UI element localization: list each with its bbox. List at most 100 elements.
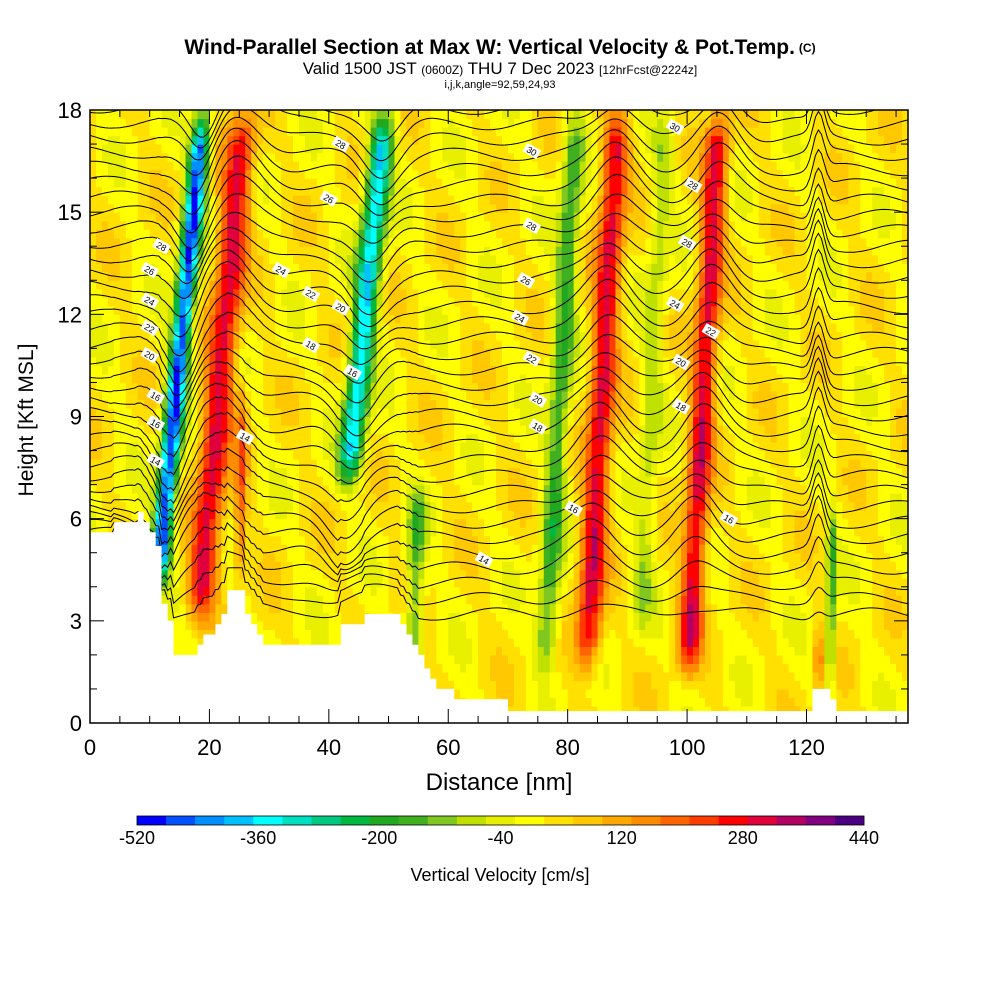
heatmap-cell — [322, 382, 330, 392]
heatmap-cell — [161, 212, 169, 222]
heatmap-cell — [95, 229, 103, 239]
heatmap-cell — [406, 476, 414, 486]
heatmap-cell — [436, 663, 443, 673]
heatmap-cell — [352, 237, 360, 247]
heatmap-cell — [406, 305, 414, 315]
heatmap-cell — [304, 450, 312, 460]
heatmap-cell — [227, 552, 234, 562]
heatmap-cell — [251, 135, 258, 145]
heatmap-cell — [203, 382, 211, 392]
heatmap-cell — [388, 476, 396, 486]
heatmap-cell — [275, 220, 282, 230]
heatmap-cell — [101, 152, 109, 162]
heatmap-cell — [293, 339, 300, 349]
heatmap-cell — [328, 229, 336, 239]
heatmap-cell — [370, 484, 378, 494]
heatmap-cell — [400, 254, 408, 264]
heatmap-cell — [352, 322, 360, 332]
heatmap-cell — [430, 578, 437, 588]
heatmap-cell — [418, 118, 425, 128]
heatmap-cell — [340, 527, 348, 537]
heatmap-cell — [382, 569, 390, 579]
heatmap-cell — [281, 280, 288, 290]
heatmap-cell — [101, 314, 109, 324]
heatmap-cell — [275, 416, 282, 426]
heatmap-cell — [281, 229, 288, 239]
heatmap-cell — [90, 237, 97, 247]
heatmap-cell — [107, 110, 115, 120]
heatmap-cell — [478, 501, 485, 511]
heatmap-cell — [179, 169, 187, 179]
heatmap-cell — [358, 416, 366, 426]
heatmap-cell — [310, 433, 318, 443]
heatmap-cell — [221, 322, 228, 332]
heatmap-cell — [227, 518, 234, 528]
heatmap-cell — [370, 314, 378, 324]
heatmap-cell — [131, 450, 139, 460]
heatmap-cell — [293, 373, 300, 384]
heatmap-cell — [293, 331, 300, 341]
heatmap-cell — [490, 305, 497, 315]
heatmap-cell — [436, 237, 443, 247]
heatmap-cell — [400, 544, 408, 554]
heatmap-cell — [203, 552, 211, 562]
heatmap-cell — [137, 501, 145, 511]
heatmap-cell — [322, 288, 330, 298]
heatmap-cell — [424, 612, 431, 622]
heatmap-cell — [436, 195, 443, 205]
heatmap-cell — [364, 220, 372, 230]
heatmap-cell — [275, 135, 282, 145]
heatmap-cell — [239, 561, 246, 571]
heatmap-cell — [149, 331, 157, 341]
heatmap-cell — [394, 595, 402, 605]
heatmap-cell — [227, 169, 234, 179]
heatmap-cell — [257, 110, 264, 120]
heatmap-cell — [376, 467, 384, 477]
heatmap-cell — [167, 186, 175, 196]
heatmap-cell — [382, 390, 390, 401]
heatmap-cell — [215, 595, 222, 605]
heatmap-cell — [436, 493, 443, 503]
heatmap-cell — [251, 118, 258, 128]
heatmap-cell — [275, 578, 282, 588]
heatmap-cell — [484, 229, 491, 239]
heatmap-cell — [334, 399, 342, 409]
heatmap-cell — [501, 629, 509, 639]
heatmap-cell — [155, 135, 163, 145]
heatmap-cell — [484, 688, 491, 699]
heatmap-cell — [400, 578, 408, 588]
heatmap-cell — [388, 229, 396, 239]
heatmap-cell — [448, 671, 455, 682]
heatmap-cell — [322, 578, 330, 588]
heatmap-cell — [340, 254, 348, 264]
heatmap-cell — [472, 629, 479, 639]
heatmap-cell — [281, 433, 288, 443]
heatmap-cell — [293, 229, 300, 239]
heatmap-cell — [496, 373, 503, 384]
heatmap-cell — [472, 305, 479, 315]
heatmap-cell — [143, 484, 151, 494]
heatmap-cell — [298, 178, 306, 188]
heatmap-cell — [352, 348, 360, 358]
heatmap-cell — [316, 484, 324, 494]
heatmap-cell — [203, 339, 211, 349]
heatmap-cell — [275, 459, 282, 469]
heatmap-cell — [478, 314, 485, 324]
heatmap-cell — [460, 331, 467, 341]
heatmap-cell — [304, 305, 312, 315]
heatmap-cell — [394, 195, 402, 205]
heatmap-cell — [496, 493, 503, 503]
heatmap-cell — [251, 493, 258, 503]
heatmap-cell — [179, 271, 187, 281]
heatmap-cell — [448, 178, 455, 188]
heatmap-cell — [257, 271, 264, 281]
heatmap-cell — [251, 561, 258, 571]
heatmap-cell — [298, 220, 306, 230]
heatmap-cell — [143, 229, 151, 239]
heatmap-cell — [269, 544, 276, 554]
heatmap-cell — [316, 544, 324, 554]
heatmap-cell — [227, 195, 234, 205]
heatmap-cell — [203, 603, 211, 613]
heatmap-cell — [257, 178, 264, 188]
heatmap-cell — [388, 178, 396, 188]
